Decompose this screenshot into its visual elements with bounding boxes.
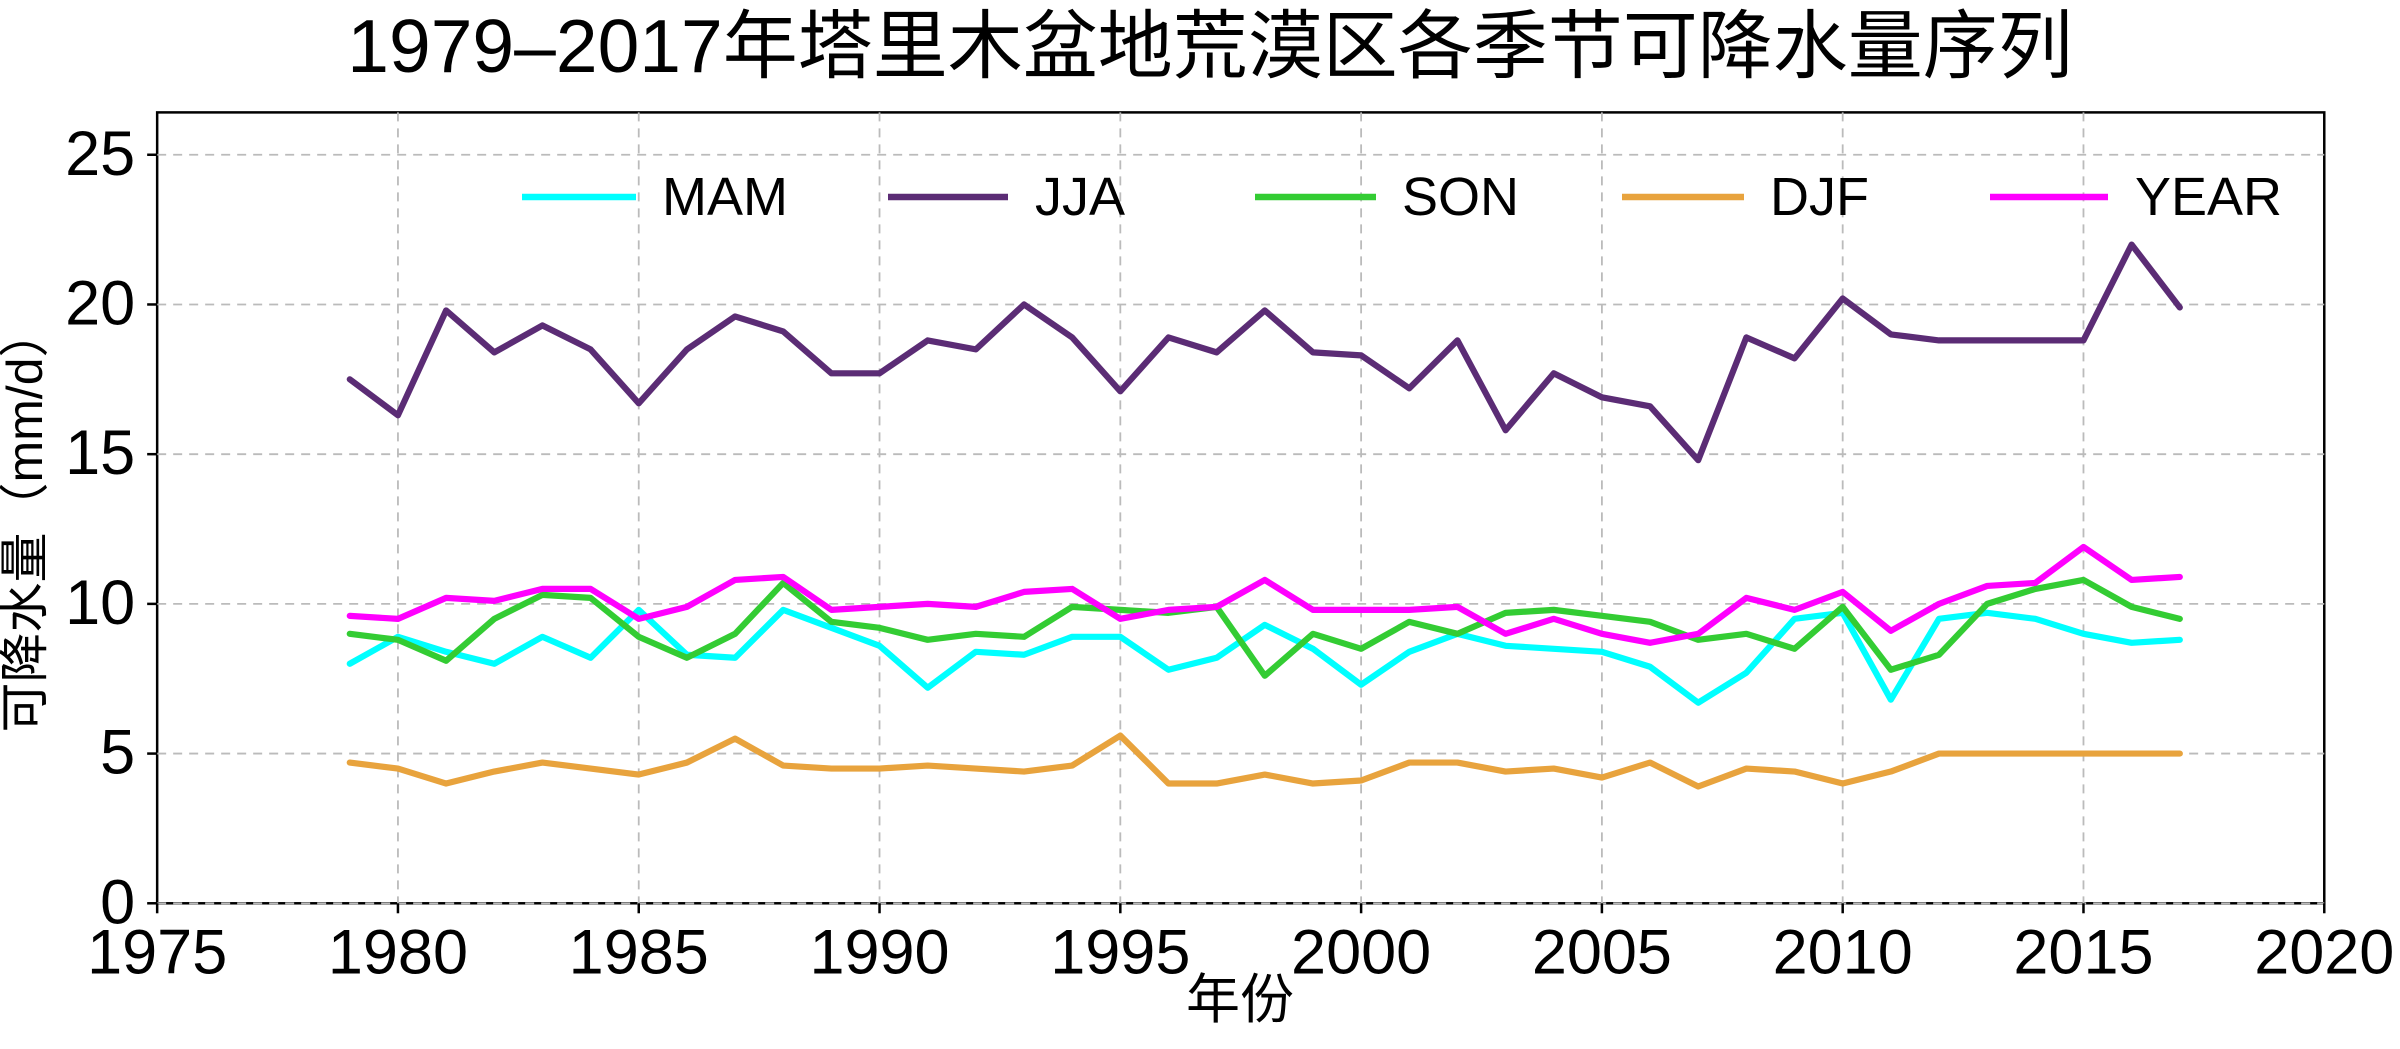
- svg-text:1975: 1975: [87, 917, 227, 987]
- svg-text:1980: 1980: [328, 917, 468, 987]
- svg-text:JJA: JJA: [1035, 167, 1125, 227]
- svg-text:1979–2017年塔里木盆地荒漠区各季节可降水量序列: 1979–2017年塔里木盆地荒漠区各季节可降水量序列: [347, 4, 2072, 88]
- svg-text:2015: 2015: [2013, 917, 2153, 987]
- svg-text:年份: 年份: [1186, 970, 1294, 1030]
- svg-text:1985: 1985: [569, 917, 709, 987]
- svg-text:1995: 1995: [1050, 917, 1190, 987]
- svg-text:SON: SON: [1402, 167, 1519, 227]
- svg-text:10: 10: [65, 568, 135, 638]
- svg-text:2010: 2010: [1773, 917, 1913, 987]
- svg-text:2005: 2005: [1532, 917, 1672, 987]
- svg-text:2000: 2000: [1291, 917, 1431, 987]
- svg-text:15: 15: [65, 418, 135, 488]
- svg-text:MAM: MAM: [662, 167, 788, 227]
- svg-text:1990: 1990: [809, 917, 949, 987]
- svg-text:5: 5: [100, 718, 135, 788]
- svg-text:DJF: DJF: [1770, 167, 1869, 227]
- svg-text:25: 25: [65, 119, 135, 189]
- svg-text:20: 20: [65, 268, 135, 338]
- svg-text:2020: 2020: [2254, 917, 2394, 987]
- svg-text:可降水量（mm/d）: 可降水量（mm/d）: [0, 308, 53, 733]
- svg-text:YEAR: YEAR: [2135, 167, 2282, 227]
